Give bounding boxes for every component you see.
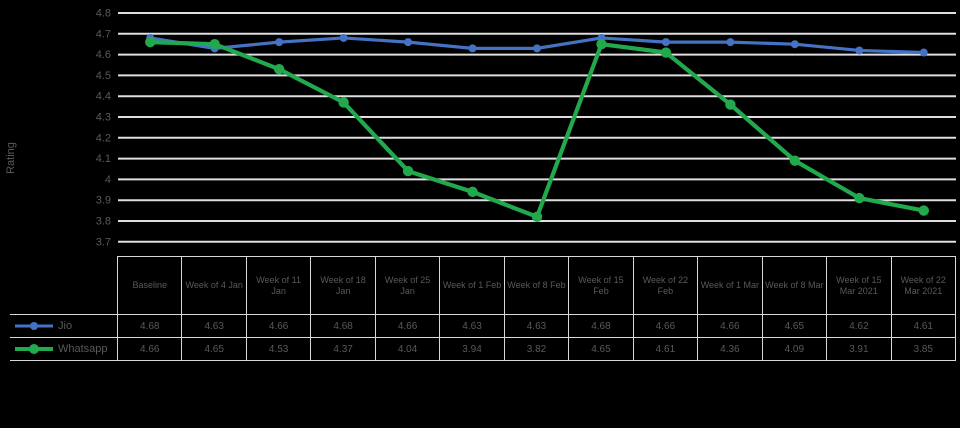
whatsapp-data-point-marker bbox=[725, 99, 736, 110]
whatsapp-data-point-marker bbox=[531, 211, 543, 223]
value-cell: 4.68 bbox=[311, 315, 376, 338]
series-name-label: Jio bbox=[58, 320, 73, 332]
y-tick-label: 4.7 bbox=[96, 28, 111, 40]
whatsapp-data-point-marker bbox=[467, 186, 478, 198]
y-tick-label: 4.2 bbox=[96, 132, 111, 144]
whatsapp-data-point-marker bbox=[402, 165, 414, 177]
value-cell: 3.94 bbox=[440, 338, 505, 361]
whatsapp-data-point-marker bbox=[660, 47, 672, 58]
legend-key-whatsapp: Whatsapp bbox=[10, 338, 118, 361]
value-cell: 4.66 bbox=[246, 315, 312, 338]
jio-data-point-marker bbox=[661, 38, 670, 47]
category-header-cell: Week of 11 Jan bbox=[246, 256, 312, 315]
value-cell: 4.66 bbox=[698, 315, 763, 338]
jio-data-point-marker bbox=[339, 33, 348, 42]
whatsapp-line bbox=[148, 40, 926, 219]
category-header-cell: Week of 1 Mar bbox=[698, 256, 763, 315]
value-cell: 4.04 bbox=[375, 338, 441, 361]
legend-key-jio: Jio bbox=[10, 315, 118, 338]
y-tick-label: 3.9 bbox=[96, 195, 111, 207]
y-tick-label: 4.5 bbox=[96, 70, 111, 82]
value-cell: 4.65 bbox=[182, 338, 247, 361]
jio-data-point-marker bbox=[468, 44, 477, 53]
category-header-cell: Week of 4 Jan bbox=[182, 256, 247, 315]
value-cell: 4.66 bbox=[633, 315, 699, 338]
jio-data-point-marker bbox=[533, 44, 541, 53]
jio-data-point-marker bbox=[404, 38, 413, 47]
whatsapp-data-point-marker bbox=[338, 97, 349, 108]
jio-data-point-marker bbox=[726, 38, 735, 47]
y-tick-label: 4.8 bbox=[96, 8, 111, 20]
y-tick-label: 4.6 bbox=[96, 49, 111, 61]
category-header-cell: Week of 22 Feb bbox=[633, 256, 699, 315]
value-cell: 4.66 bbox=[375, 315, 441, 338]
whatsapp-data-point-marker bbox=[854, 192, 865, 204]
value-cell: 3.85 bbox=[891, 338, 956, 361]
whatsapp-data-point-marker bbox=[273, 63, 285, 75]
value-cell: 4.65 bbox=[762, 315, 828, 338]
series-name-label: Whatsapp bbox=[58, 343, 108, 355]
category-header-cell: Week of 15 Mar 2021 bbox=[827, 256, 892, 315]
whatsapp-data-point-marker bbox=[145, 36, 156, 48]
whatsapp-data-point-marker bbox=[209, 39, 220, 50]
y-tick-label: 4.4 bbox=[96, 91, 111, 103]
y-tick-label: 4.3 bbox=[96, 112, 111, 124]
category-header-cell: Week of 8 Feb bbox=[504, 256, 570, 315]
value-cell: 4.63 bbox=[504, 315, 570, 338]
value-cell: 4.65 bbox=[569, 338, 634, 361]
value-cell: 4.61 bbox=[891, 315, 956, 338]
value-cell: 4.68 bbox=[118, 315, 183, 338]
value-cell: 3.91 bbox=[827, 338, 892, 361]
jio-data-point-marker bbox=[855, 46, 864, 55]
category-header-cell: Week of 18 Jan bbox=[311, 256, 376, 315]
value-cell: 4.53 bbox=[246, 338, 312, 361]
y-tick-label: 3.7 bbox=[96, 236, 111, 248]
value-cell: 4.63 bbox=[440, 315, 505, 338]
value-cell: 4.68 bbox=[569, 315, 634, 338]
whatsapp-data-point-marker bbox=[596, 39, 607, 50]
value-cell: 4.36 bbox=[698, 338, 763, 361]
category-header-cell: Week of 15 Feb bbox=[569, 256, 634, 315]
category-header-cell: Week of 8 Mar bbox=[762, 256, 828, 315]
category-header-cell: Week of 22 Mar 2021 bbox=[891, 256, 956, 315]
whatsapp-data-point-marker bbox=[789, 155, 801, 166]
value-cell: 4.63 bbox=[182, 315, 247, 338]
value-cell: 4.61 bbox=[633, 338, 699, 361]
legend-line-icon bbox=[15, 322, 53, 330]
category-header-cell: Week of 1 Feb bbox=[440, 256, 505, 315]
table-corner-cell bbox=[10, 256, 118, 315]
jio-data-point-marker bbox=[790, 40, 799, 49]
value-cell: 4.37 bbox=[311, 338, 376, 361]
legend-line-icon bbox=[15, 344, 53, 354]
data-table: Baseline Week of 4 Jan Week of 11 Jan Week … bbox=[10, 256, 956, 361]
whatsapp-data-point-marker bbox=[918, 205, 929, 216]
y-tick-label: 4 bbox=[105, 174, 111, 186]
jio-data-point-marker bbox=[919, 48, 928, 57]
value-cell: 4.66 bbox=[118, 338, 183, 361]
line-chart-plot-area: 4.8 4.7 4.6 4.5 4.4 4.3 4.2 4.1 4 3.9 3.8 3.7 Rating bbox=[5, 8, 956, 248]
jio-data-point-marker bbox=[275, 38, 284, 47]
value-cell: 4.09 bbox=[762, 338, 828, 361]
y-tick-label: 4.1 bbox=[96, 153, 111, 165]
y-axis-title: Rating bbox=[5, 142, 17, 174]
category-header-cell: Week of 25 Jan bbox=[375, 256, 441, 315]
value-cell: 3.82 bbox=[504, 338, 570, 361]
category-header-cell: Baseline bbox=[118, 256, 183, 315]
y-tick-label: 3.8 bbox=[96, 216, 111, 228]
value-cell: 4.62 bbox=[827, 315, 892, 338]
